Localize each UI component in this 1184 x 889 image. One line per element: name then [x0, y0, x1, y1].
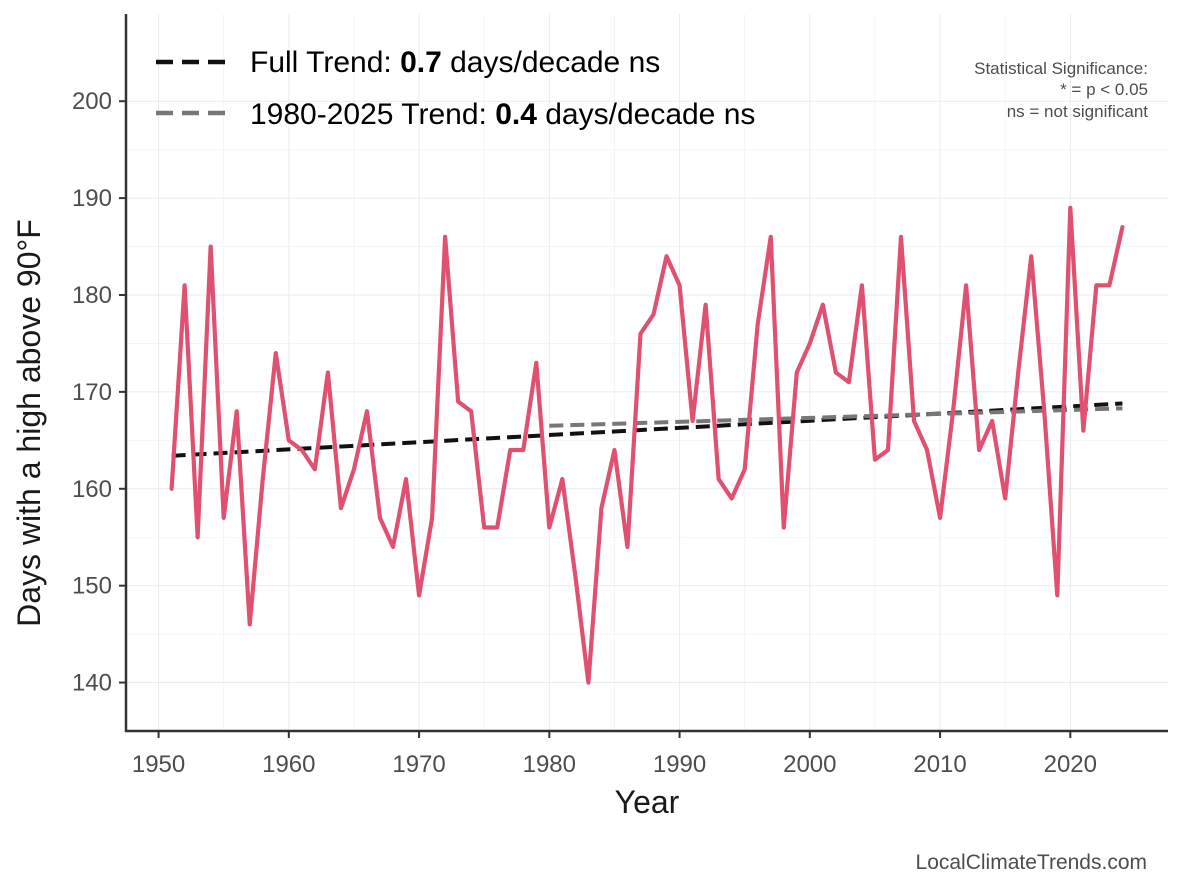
axes: [119, 14, 1168, 738]
recent-trend-line: [549, 406, 1123, 428]
y-tick-label: 170: [72, 379, 112, 406]
grid: [126, 14, 1168, 731]
y-tick-label: 180: [72, 282, 112, 309]
legend-recent-suffix: days/decade ns: [537, 98, 755, 131]
x-tick-label: 1980: [523, 751, 576, 778]
legend-recent-prefix: 1980-2025 Trend:: [250, 98, 495, 131]
series-line: [169, 205, 1125, 685]
legend: Full Trend: 0.7 days/decade ns 1980-2025…: [156, 46, 755, 131]
x-tick-label: 2020: [1044, 751, 1097, 778]
x-tick-label: 1990: [653, 751, 706, 778]
full-trend-line: [171, 401, 1123, 458]
legend-full-suffix: days/decade ns: [442, 46, 660, 79]
y-tick-label: 160: [72, 476, 112, 503]
y-tick-label: 190: [72, 185, 112, 212]
data-series: [169, 205, 1125, 685]
y-tick-label: 150: [72, 573, 112, 600]
x-tick-label: 1970: [392, 751, 445, 778]
y-tick-label: 140: [72, 670, 112, 697]
x-tick-label: 1960: [262, 751, 315, 778]
x-tick-label: 2000: [783, 751, 836, 778]
legend-full-value: 0.7: [400, 46, 442, 79]
legend-label-full-trend: Full Trend: 0.7 days/decade ns: [250, 46, 660, 79]
y-axis-title: Days with a high above 90°F: [11, 219, 47, 627]
significance-note-line-3: ns = not significant: [1007, 102, 1149, 121]
significance-note: Statistical Significance: * = p < 0.05 n…: [974, 59, 1148, 121]
x-axis-title: Year: [615, 784, 680, 820]
x-tick-label: 1950: [132, 751, 185, 778]
legend-full-prefix: Full Trend:: [250, 46, 400, 79]
legend-recent-value: 0.4: [495, 98, 537, 131]
significance-note-line-2: * = p < 0.05: [1060, 80, 1148, 99]
y-tick-label: 200: [72, 88, 112, 115]
x-tick-label: 2010: [913, 751, 966, 778]
trend-lines: [171, 401, 1123, 458]
legend-label-recent-trend: 1980-2025 Trend: 0.4 days/decade ns: [250, 98, 755, 131]
tick-labels: 1950 1960 1970 1980 1990 2000 2010 2020 140 150 16…: [72, 88, 1097, 778]
significance-note-line-1: Statistical Significance:: [974, 59, 1148, 78]
source-credit: LocalClimateTrends.com: [916, 851, 1147, 874]
